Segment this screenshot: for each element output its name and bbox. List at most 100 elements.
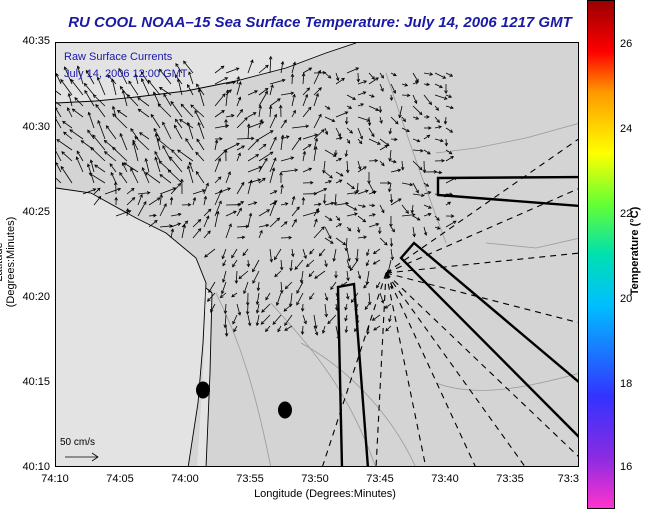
current-vector [269,106,272,118]
current-vector-head [252,268,256,273]
current-vector [379,138,390,146]
current-vector-head [222,279,226,283]
current-vector [302,107,312,118]
current-vector [390,160,397,163]
current-vector-head [153,219,158,224]
current-vector [313,188,327,195]
current-vector [232,314,238,325]
current-vector [225,171,231,184]
current-vector [291,125,309,129]
current-vector-head [273,136,277,141]
current-vector-head [336,217,341,222]
current-vector [302,94,308,107]
current-vector-head [314,145,318,150]
current-vector-head [190,104,194,108]
current-vector-head [112,113,116,118]
current-vector-head [283,221,288,225]
current-vector [243,281,249,294]
current-vector-head [392,159,397,164]
current-vector [214,65,225,74]
current-vector-head [92,134,96,139]
current-vector-head [291,253,295,258]
current-vector-head [321,226,325,230]
current-vector-head [314,331,319,336]
current-vector [56,108,62,118]
current-vector [280,237,292,239]
current-vector [300,270,304,283]
current-vector [434,105,439,111]
current-vector [242,248,249,256]
current-vector-head [360,103,365,107]
current-vector [204,248,216,258]
current-vector [258,151,274,162]
current-vector [220,292,227,298]
current-vector [247,112,257,118]
current-vector [203,196,207,206]
current-vector-head [357,275,362,280]
current-vector [284,325,293,331]
current-vector [258,209,270,217]
current-vector-head [232,320,236,325]
current-vector-head [416,138,421,143]
current-vector-head [421,193,425,197]
current-vector [314,270,326,279]
current-vector-head [390,256,394,261]
current-vector-head [130,128,134,132]
current-vector-head [239,108,243,113]
current-vector-head [179,119,183,123]
current-vector [135,74,139,85]
current-vector-head [362,218,367,223]
current-vector [280,157,294,162]
current-vector-head [294,168,299,172]
current-vector-head [221,290,225,295]
current-vector [138,108,150,118]
x-tick-label: 73:45 [366,473,394,485]
current-vector-head [406,93,411,98]
current-vector-head [305,124,310,129]
current-vector-head [224,77,229,81]
current-vector-head [70,78,74,83]
current-vector-head [344,306,348,311]
current-vector-head [254,90,258,94]
current-vector-head [318,87,322,91]
current-vector-head [350,299,355,303]
current-vector-head [380,74,384,79]
current-vector-head [223,310,228,315]
current-vector-head [362,91,367,95]
current-vector-head [338,157,343,162]
current-vector-head [196,138,200,143]
current-vector-head [439,84,443,89]
current-vector [153,91,161,107]
current-vector [236,208,242,217]
current-vector-head [221,110,225,114]
current-vector-head [443,120,448,125]
current-vector [412,105,423,115]
current-vector [84,83,95,96]
current-vector [346,248,350,261]
current-vector-head [280,134,285,139]
current-vector-head [265,296,269,301]
current-vector-head [225,89,230,94]
current-vector-head [225,124,230,128]
current-vector [302,314,307,324]
current-vector-head [205,182,209,187]
current-vector-head [184,220,189,225]
current-vector-head [436,119,440,124]
current-vector [335,237,346,246]
current-vector-head [264,90,268,95]
current-vector [123,162,139,173]
current-vector-head [139,132,143,136]
current-vector [388,182,392,192]
current-vector [236,117,248,129]
current-vector [389,149,392,162]
current-vector [159,187,176,195]
current-vector-head [348,105,353,109]
current-vector-head [180,103,185,108]
current-vector-head [309,296,313,300]
current-vector-head [255,322,260,327]
current-vector-head [404,83,409,87]
current-vector-head [345,169,350,174]
current-vector [56,177,62,184]
current-vector-head [253,201,258,205]
current-vector-head [222,93,226,97]
